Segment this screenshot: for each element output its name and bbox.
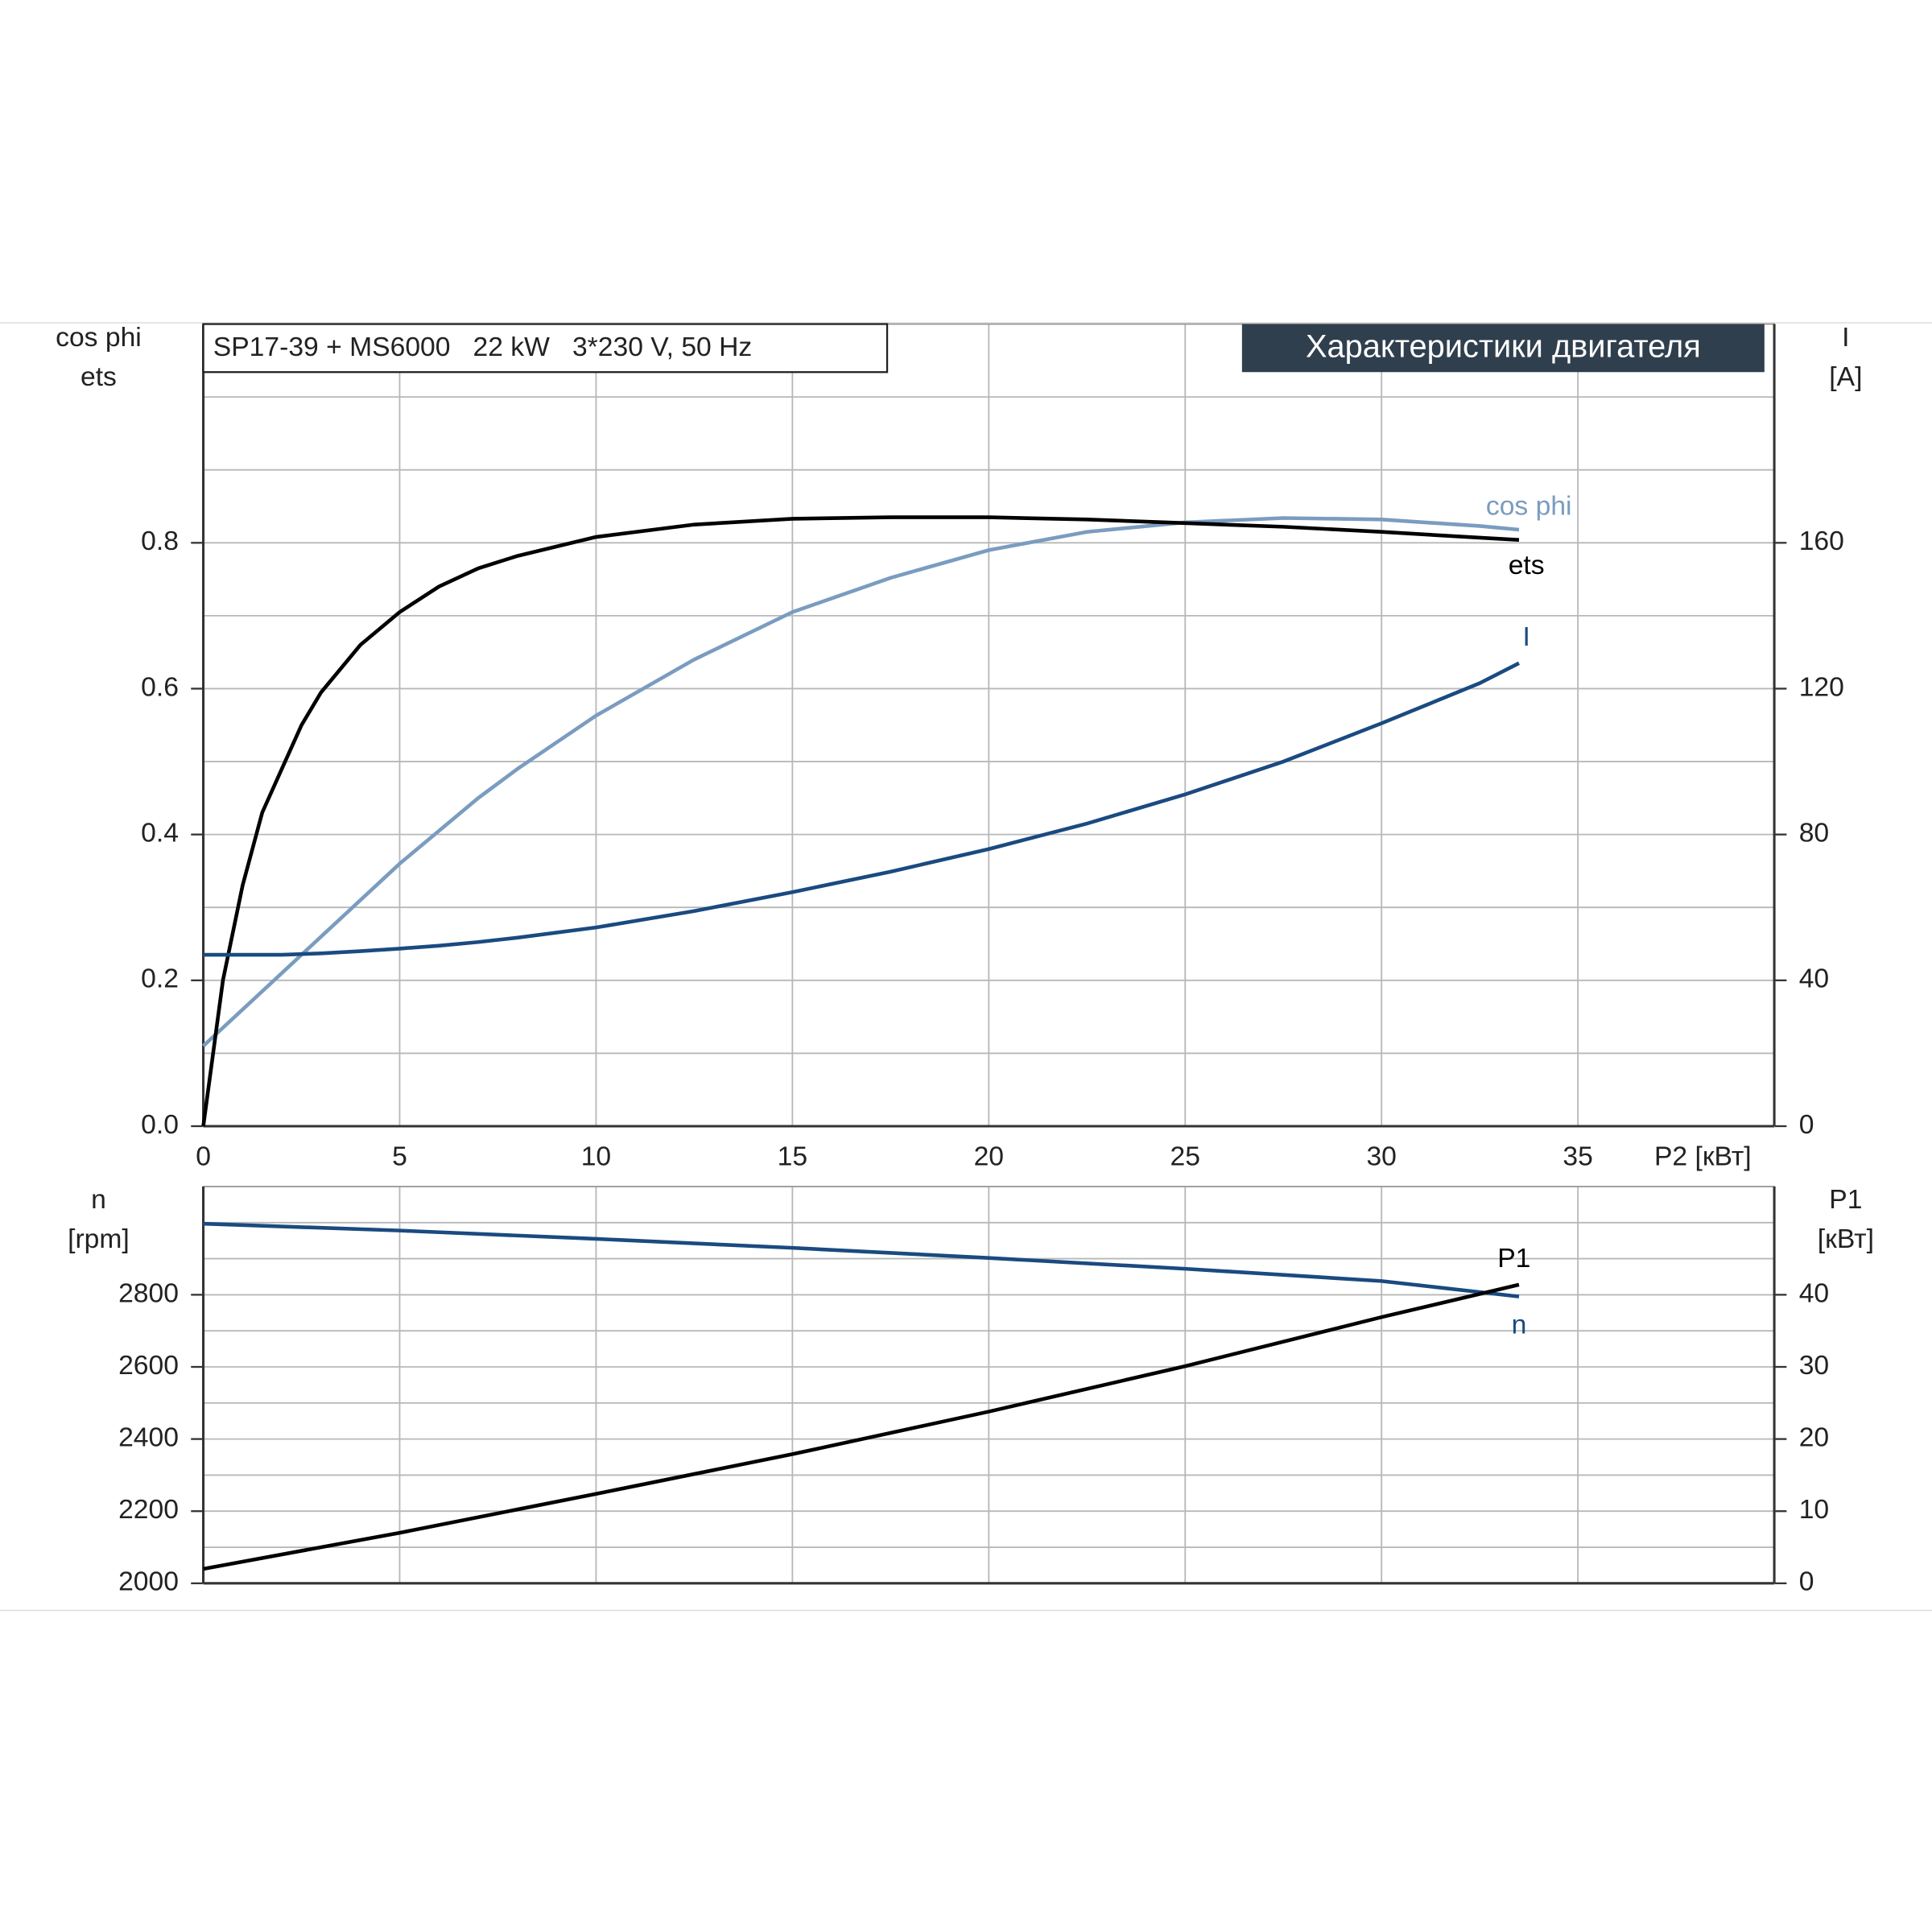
y-tick-label: 2200 [118,1495,179,1525]
x-tick-label: 15 [778,1142,807,1172]
y2-tick-label: 40 [1799,964,1829,994]
y-tick-label: 0.8 [141,526,179,556]
y-axis-label: ets [80,362,117,392]
banner: Характеристики двигателя [1306,329,1701,365]
x-tick-label: 20 [974,1142,1004,1172]
y2-tick-label: 10 [1799,1495,1829,1525]
y-tick-label: 0.6 [141,672,179,702]
y2-axis-label: I [1842,323,1849,353]
title-box [202,323,889,374]
y2-tick-label: 40 [1799,1278,1829,1308]
y2-tick-label: 20 [1799,1423,1829,1453]
y2-tick-label: 30 [1799,1351,1829,1381]
y2-tick-label: 160 [1799,526,1844,556]
series-line [203,661,1520,957]
series-line [201,516,1520,1048]
y-tick-label: 0.0 [141,1110,179,1140]
y2-axis-label: P1 [1829,1185,1862,1215]
x-tick-label: 35 [1563,1142,1592,1172]
series-label: n [1512,1310,1527,1340]
y-tick-label: 2800 [118,1278,179,1308]
chart-title: SP17-39 + MS6000 22 kW 3*230 V, 50 Hz [213,332,752,362]
y2-tick-label: 80 [1799,819,1829,848]
y-tick-label: 0.4 [141,819,179,848]
x-tick-label: 5 [392,1142,407,1172]
series-line [203,1282,1520,1571]
series-line [203,1221,1520,1298]
y-axis-label: [rpm] [68,1224,130,1254]
y2-axis-label: [кВт] [1818,1224,1874,1254]
y-tick-label: 2400 [118,1423,179,1453]
y2-axis-label: [A] [1829,362,1862,392]
series-label: I [1522,622,1530,652]
y2-tick-label: 0 [1799,1567,1814,1597]
banner-bg [1241,324,1765,373]
x-tick-label: 30 [1366,1142,1396,1172]
y-axis-label: cos phi [56,323,142,353]
series-label: cos phi [1486,491,1572,521]
y-axis-label: n [91,1185,106,1215]
x-axis-label: P2 [кВт] [1654,1142,1752,1172]
y-tick-label: 0.2 [141,964,179,994]
y-tick-label: 2000 [118,1567,179,1597]
y2-tick-label: 0 [1799,1110,1814,1140]
x-tick-label: 10 [581,1142,611,1172]
x-tick-label: 0 [196,1142,211,1172]
x-tick-label: 25 [1170,1142,1200,1172]
series-label: ets [1509,551,1545,580]
y-tick-label: 2600 [118,1351,179,1381]
series-label: P1 [1497,1244,1530,1274]
series-line [201,515,1520,1127]
y2-tick-label: 120 [1799,672,1844,702]
